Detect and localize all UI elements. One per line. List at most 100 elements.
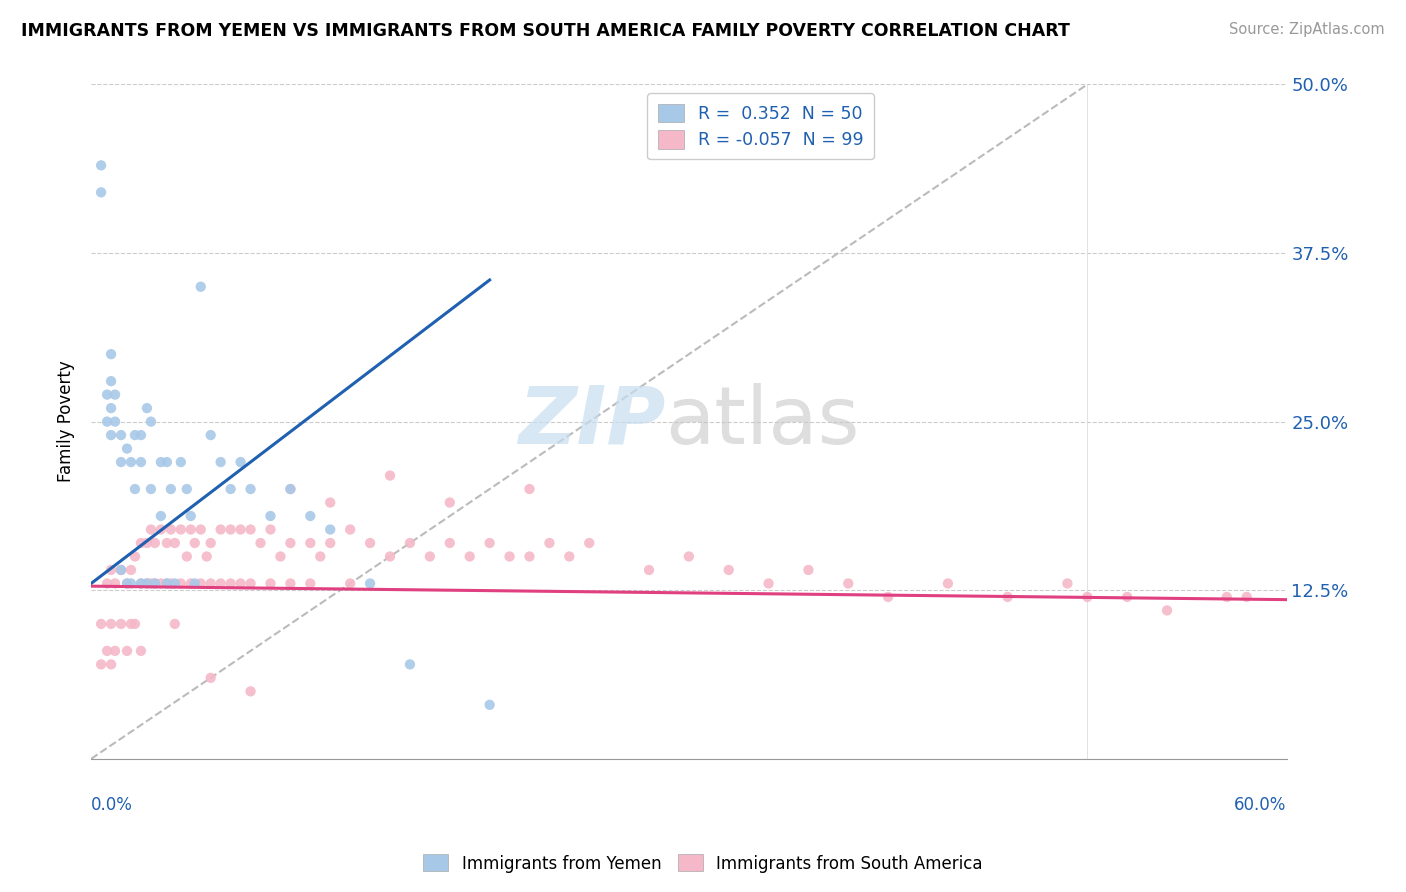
Point bbox=[259, 576, 281, 591]
Point bbox=[378, 468, 401, 483]
Point bbox=[936, 576, 959, 591]
Point bbox=[90, 158, 112, 172]
Point bbox=[458, 549, 481, 564]
Point bbox=[837, 576, 859, 591]
Point bbox=[110, 563, 132, 577]
Point bbox=[139, 576, 162, 591]
Point bbox=[219, 576, 242, 591]
Point bbox=[139, 482, 162, 496]
Point bbox=[115, 576, 138, 591]
Point bbox=[104, 415, 127, 429]
Point bbox=[269, 549, 291, 564]
Point bbox=[299, 536, 322, 550]
Point bbox=[399, 536, 422, 550]
Point bbox=[139, 415, 162, 429]
Point bbox=[280, 536, 302, 550]
Point bbox=[170, 455, 193, 469]
Point bbox=[100, 657, 122, 672]
Point bbox=[129, 576, 152, 591]
Point bbox=[156, 576, 179, 591]
Text: Source: ZipAtlas.com: Source: ZipAtlas.com bbox=[1229, 22, 1385, 37]
Point bbox=[156, 455, 179, 469]
Point bbox=[877, 590, 900, 604]
Point bbox=[558, 549, 581, 564]
Point bbox=[180, 523, 202, 537]
Point bbox=[280, 576, 302, 591]
Point bbox=[180, 576, 202, 591]
Point bbox=[280, 482, 302, 496]
Point bbox=[190, 523, 212, 537]
Point bbox=[115, 644, 138, 658]
Point bbox=[359, 536, 381, 550]
Point bbox=[129, 455, 152, 469]
Point bbox=[124, 616, 146, 631]
Point bbox=[139, 523, 162, 537]
Point bbox=[478, 698, 501, 712]
Point bbox=[239, 523, 262, 537]
Point bbox=[259, 508, 281, 523]
Legend: Immigrants from Yemen, Immigrants from South America: Immigrants from Yemen, Immigrants from S… bbox=[416, 847, 990, 880]
Point bbox=[339, 523, 361, 537]
Point bbox=[160, 523, 183, 537]
Point bbox=[124, 482, 146, 496]
Point bbox=[578, 536, 600, 550]
Legend: R =  0.352  N = 50, R = -0.057  N = 99: R = 0.352 N = 50, R = -0.057 N = 99 bbox=[647, 93, 873, 160]
Point bbox=[129, 576, 152, 591]
Point bbox=[399, 657, 422, 672]
Point bbox=[378, 549, 401, 564]
Point bbox=[200, 428, 222, 442]
Point bbox=[319, 523, 342, 537]
Point bbox=[160, 576, 183, 591]
Point bbox=[110, 616, 132, 631]
Point bbox=[149, 576, 172, 591]
Point bbox=[124, 428, 146, 442]
Point bbox=[1116, 590, 1139, 604]
Point bbox=[319, 536, 342, 550]
Point bbox=[1076, 590, 1098, 604]
Point bbox=[110, 455, 132, 469]
Point bbox=[190, 279, 212, 293]
Point bbox=[170, 523, 193, 537]
Point bbox=[96, 576, 118, 591]
Point bbox=[120, 455, 142, 469]
Point bbox=[997, 590, 1019, 604]
Point bbox=[498, 549, 520, 564]
Point bbox=[104, 644, 127, 658]
Text: 0.0%: 0.0% bbox=[91, 796, 134, 814]
Point bbox=[143, 536, 166, 550]
Point bbox=[96, 387, 118, 401]
Text: 60.0%: 60.0% bbox=[1234, 796, 1286, 814]
Point bbox=[249, 536, 271, 550]
Point bbox=[309, 549, 332, 564]
Point bbox=[156, 536, 179, 550]
Point bbox=[163, 576, 186, 591]
Point bbox=[104, 576, 127, 591]
Point bbox=[110, 428, 132, 442]
Point bbox=[439, 536, 461, 550]
Y-axis label: Family Poverty: Family Poverty bbox=[58, 360, 75, 483]
Point bbox=[280, 482, 302, 496]
Point bbox=[143, 576, 166, 591]
Point bbox=[110, 563, 132, 577]
Point bbox=[129, 536, 152, 550]
Point bbox=[359, 576, 381, 591]
Point bbox=[239, 482, 262, 496]
Point bbox=[180, 508, 202, 523]
Point bbox=[259, 523, 281, 537]
Point bbox=[136, 576, 159, 591]
Point bbox=[170, 576, 193, 591]
Point bbox=[200, 576, 222, 591]
Point bbox=[419, 549, 441, 564]
Point bbox=[200, 671, 222, 685]
Point bbox=[299, 576, 322, 591]
Point bbox=[163, 536, 186, 550]
Point bbox=[129, 428, 152, 442]
Point bbox=[115, 442, 138, 456]
Point bbox=[176, 482, 198, 496]
Point bbox=[1056, 576, 1078, 591]
Point bbox=[200, 536, 222, 550]
Point bbox=[209, 523, 232, 537]
Point bbox=[299, 508, 322, 523]
Point bbox=[1216, 590, 1239, 604]
Point bbox=[136, 401, 159, 416]
